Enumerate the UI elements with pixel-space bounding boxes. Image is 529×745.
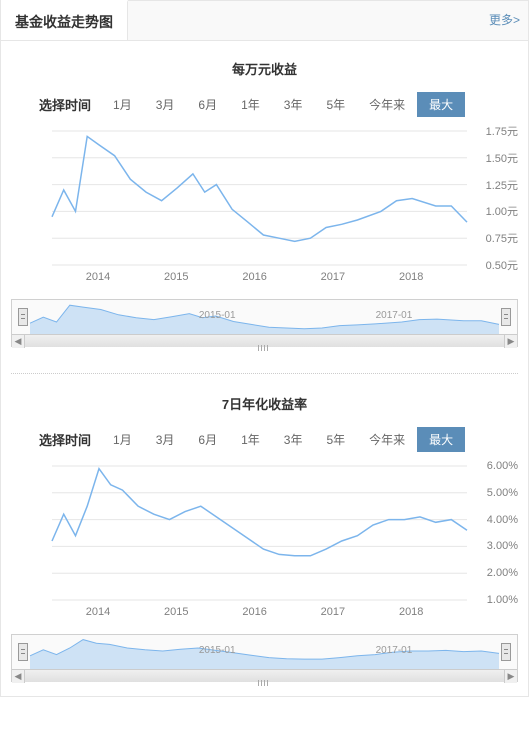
y-axis-label: 5.00% [487, 487, 518, 499]
range-handle-left[interactable] [18, 643, 28, 661]
navigator-label: 2015-01 [199, 645, 236, 656]
chart-section: 每万元收益选择时间 1月3月6月1年3年5年今年来最大 0.50元 0.75元 1.00… [1, 41, 528, 361]
time-option[interactable]: 今年来 [357, 427, 417, 452]
scroll-right-icon[interactable]: ▶ [504, 335, 517, 348]
scroll-left-icon[interactable]: ◀ [12, 335, 25, 348]
y-axis-label: 0.75元 [486, 230, 518, 246]
line-chart-svg [11, 460, 518, 620]
time-option[interactable]: 6月 [186, 427, 229, 452]
time-option[interactable]: 最大 [417, 92, 465, 117]
time-label: 选择时间 [39, 95, 91, 114]
x-axis-label: 2016 [242, 271, 266, 283]
y-axis-label: 6.00% [487, 460, 518, 472]
navigator-label: 2017-01 [376, 645, 413, 656]
time-option[interactable]: 今年来 [357, 92, 417, 117]
more-link[interactable]: 更多> [489, 11, 520, 28]
time-option[interactable]: 1年 [229, 92, 272, 117]
chart-title: 7日年化收益率 [11, 394, 518, 413]
range-navigator[interactable]: 2015-01 2017-01 ◀ ▶ [11, 299, 518, 347]
y-axis-label: 0.50元 [486, 257, 518, 273]
tab-fund-trend[interactable]: 基金收益走势图 [1, 0, 128, 40]
chart-section: 7日年化收益率选择时间 1月3月6月1年3年5年今年来最大 1.00% 2.00% 3.… [1, 376, 528, 696]
y-axis-label: 3.00% [487, 540, 518, 552]
y-axis-label: 2.00% [487, 567, 518, 579]
range-handle-right[interactable] [501, 643, 511, 661]
y-axis-label: 1.75元 [486, 123, 518, 139]
y-axis-label: 4.00% [487, 514, 518, 526]
chart-area: 1.00% 2.00% 3.00% 4.00% 5.00% 6.00% 2014 2015 20… [11, 460, 518, 620]
time-option[interactable]: 1月 [101, 92, 144, 117]
time-option[interactable]: 3年 [272, 427, 315, 452]
time-option[interactable]: 3月 [144, 92, 187, 117]
line-chart-svg [11, 125, 518, 285]
y-axis-label: 1.00% [487, 594, 518, 606]
time-option[interactable]: 3月 [144, 427, 187, 452]
range-navigator[interactable]: 2015-01 2017-01 ◀ ▶ [11, 634, 518, 682]
chart-title: 每万元收益 [11, 59, 518, 78]
time-selector: 选择时间 1月3月6月1年3年5年今年来最大 [11, 427, 518, 452]
range-handle-left[interactable] [18, 308, 28, 326]
tab-bar: 基金收益走势图 更多> [1, 1, 528, 41]
y-axis-label: 1.50元 [486, 150, 518, 166]
x-axis-label: 2016 [242, 606, 266, 618]
time-option[interactable]: 最大 [417, 427, 465, 452]
scroll-left-icon[interactable]: ◀ [12, 670, 25, 683]
navigator-label: 2015-01 [199, 310, 236, 321]
time-option[interactable]: 3年 [272, 92, 315, 117]
time-option[interactable]: 1年 [229, 427, 272, 452]
x-axis-label: 2015 [164, 606, 188, 618]
time-option[interactable]: 6月 [186, 92, 229, 117]
x-axis-label: 2015 [164, 271, 188, 283]
x-axis-label: 2018 [399, 271, 423, 283]
divider [11, 373, 518, 374]
panel: 基金收益走势图 更多> 每万元收益选择时间1月3月6月1年3年5年今年来最大0.… [0, 0, 529, 697]
range-handle-right[interactable] [501, 308, 511, 326]
x-axis-label: 2017 [321, 271, 345, 283]
time-option[interactable]: 5年 [314, 427, 357, 452]
time-option[interactable]: 5年 [314, 92, 357, 117]
time-option[interactable]: 1月 [101, 427, 144, 452]
navigator-label: 2017-01 [376, 310, 413, 321]
chart-area: 0.50元 0.75元 1.00元 1.25元 1.50元 1.75元 2014 2015 20… [11, 125, 518, 285]
y-axis-label: 1.00元 [486, 203, 518, 219]
x-axis-label: 2014 [86, 606, 110, 618]
x-axis-label: 2017 [321, 606, 345, 618]
x-axis-label: 2014 [86, 271, 110, 283]
x-axis-label: 2018 [399, 606, 423, 618]
time-selector: 选择时间 1月3月6月1年3年5年今年来最大 [11, 92, 518, 117]
scroll-right-icon[interactable]: ▶ [504, 670, 517, 683]
y-axis-label: 1.25元 [486, 177, 518, 193]
time-label: 选择时间 [39, 430, 91, 449]
